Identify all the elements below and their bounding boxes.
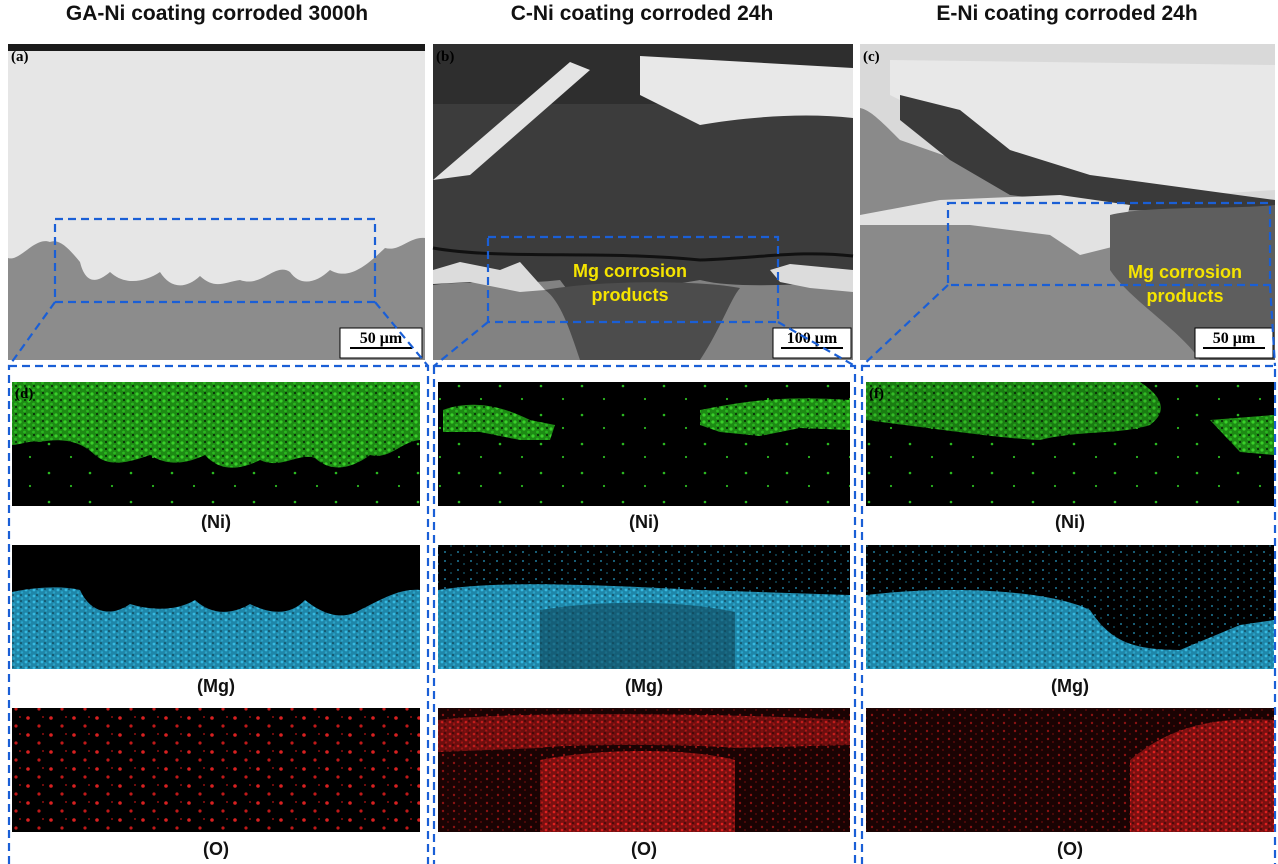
sem-image xyxy=(433,44,853,360)
sem-image xyxy=(8,44,425,360)
element-label: (O) xyxy=(631,839,657,859)
element-label: (O) xyxy=(1057,839,1083,859)
eds-maps xyxy=(866,382,1274,832)
element-label: (Ni) xyxy=(629,512,659,532)
panel-label: (d) xyxy=(15,386,33,402)
annotation: products xyxy=(1146,286,1223,306)
element-label: (Ni) xyxy=(201,512,231,532)
column-title: C-Ni coating corroded 24h xyxy=(511,2,774,25)
element-label: (O) xyxy=(203,839,229,859)
element-label: (Mg) xyxy=(1051,676,1089,696)
column-title: E-Ni coating corroded 24h xyxy=(936,2,1197,25)
panel-label: (e) xyxy=(441,386,458,402)
eds-maps xyxy=(438,382,850,832)
element-label: (Ni) xyxy=(1055,512,1085,532)
panel-label: (b) xyxy=(436,49,454,65)
annotation: Mg corrosion xyxy=(573,261,687,281)
panel-label: (a) xyxy=(11,49,29,65)
panel-label: (c) xyxy=(863,49,880,65)
annotation: products xyxy=(591,285,668,305)
panel-label: (f) xyxy=(869,386,884,402)
element-label: (Mg) xyxy=(197,676,235,696)
column-title: GA-Ni coating corroded 3000h xyxy=(66,2,368,25)
annotation: Mg corrosion xyxy=(1128,262,1242,282)
eds-maps xyxy=(12,382,420,832)
scale-bar: 50 μm xyxy=(1213,330,1256,347)
element-label: (Mg) xyxy=(625,676,663,696)
scale-bar: 50 μm xyxy=(360,330,403,347)
figure: GA-Ni coating corroded 3000h C-Ni coatin… xyxy=(0,0,1278,864)
